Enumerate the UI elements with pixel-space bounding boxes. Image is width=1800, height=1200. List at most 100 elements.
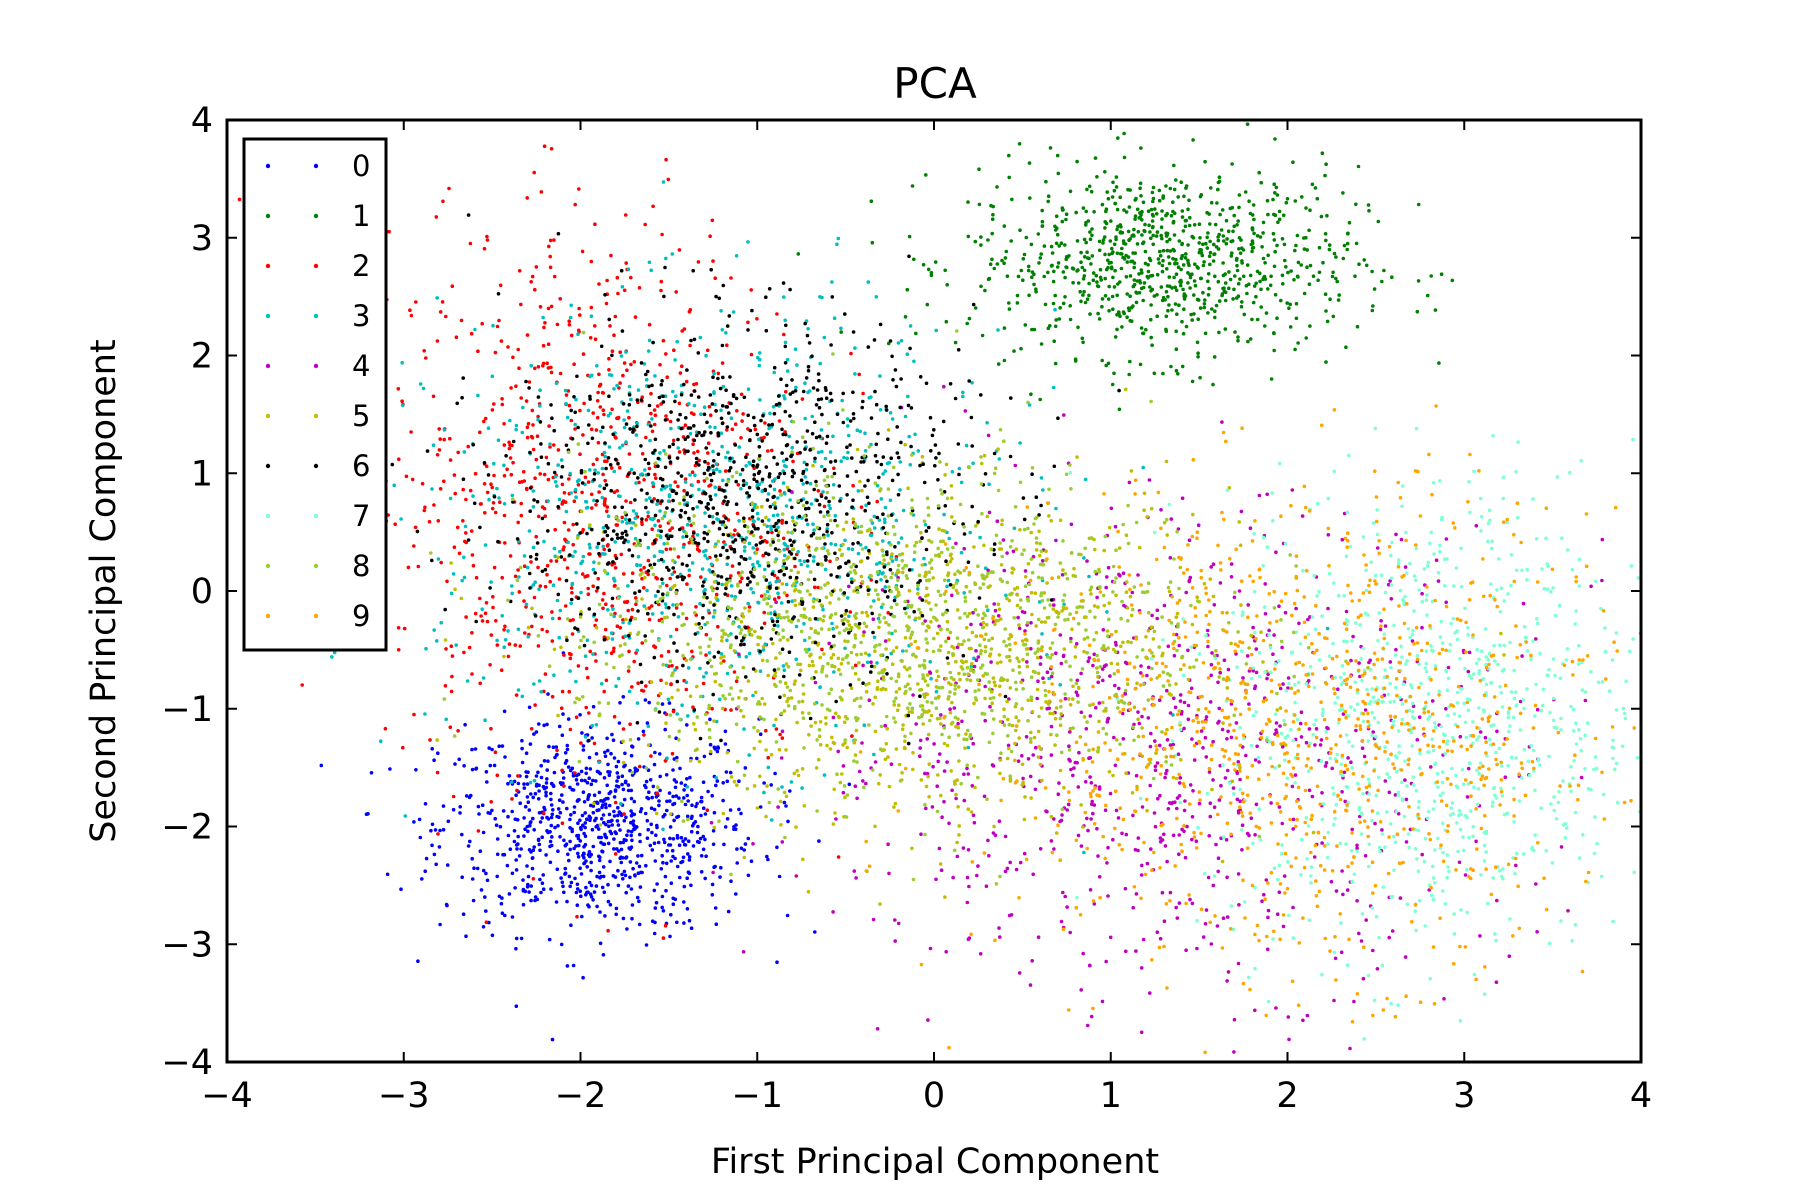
- scatter-point: [629, 796, 634, 801]
- scatter-point: [552, 238, 556, 242]
- scatter-point: [1174, 632, 1179, 637]
- scatter-point: [514, 693, 519, 697]
- scatter-point: [572, 846, 576, 851]
- scatter-point: [777, 419, 782, 423]
- scatter-point: [1152, 371, 1157, 376]
- scatter-point: [1090, 799, 1094, 804]
- scatter-point: [678, 875, 682, 880]
- scatter-point: [684, 379, 689, 384]
- scatter-point: [479, 614, 483, 618]
- scatter-point: [665, 756, 669, 760]
- scatter-point: [607, 356, 611, 361]
- scatter-point: [782, 295, 786, 299]
- scatter-point: [522, 786, 527, 790]
- scatter-point: [1124, 210, 1129, 214]
- scatter-point: [413, 525, 418, 530]
- scatter-point: [1266, 212, 1270, 217]
- scatter-point: [680, 703, 684, 707]
- scatter-point: [1083, 300, 1088, 305]
- scatter-point: [1265, 947, 1270, 952]
- scatter-point: [1002, 326, 1007, 330]
- scatter-point: [646, 827, 650, 832]
- scatter-point: [568, 315, 573, 320]
- scatter-point: [1197, 241, 1201, 245]
- scatter-point: [660, 905, 664, 910]
- scatter-point: [875, 562, 879, 566]
- scatter-point: [699, 854, 704, 858]
- scatter-point: [1117, 546, 1122, 550]
- scatter-point: [926, 1018, 930, 1022]
- scatter-point: [429, 828, 433, 833]
- scatter-point: [982, 637, 987, 642]
- scatter-point: [547, 424, 551, 428]
- scatter-point: [432, 852, 437, 857]
- scatter-point: [729, 416, 734, 421]
- scatter-point: [734, 679, 739, 683]
- scatter-point: [625, 409, 630, 413]
- scatter-point: [667, 701, 672, 705]
- scatter-point: [740, 576, 744, 580]
- scatter-point: [1221, 916, 1226, 920]
- scatter-point: [693, 463, 698, 468]
- scatter-point: [1151, 242, 1155, 247]
- scatter-point: [1166, 308, 1170, 313]
- scatter-point: [1071, 684, 1075, 689]
- scatter-point: [1171, 742, 1175, 747]
- scatter-point: [954, 659, 958, 664]
- scatter-point: [521, 887, 526, 892]
- scatter-point: [489, 633, 494, 637]
- scatter-point: [445, 863, 450, 867]
- scatter-point: [1336, 298, 1341, 302]
- scatter-point: [1155, 608, 1160, 613]
- scatter-point: [876, 597, 881, 602]
- scatter-point: [725, 343, 729, 348]
- scatter-point: [589, 492, 594, 497]
- scatter-point: [1315, 196, 1320, 201]
- scatter-point: [466, 444, 471, 449]
- scatter-point: [586, 853, 591, 857]
- scatter-point: [1495, 898, 1499, 903]
- scatter-point: [1094, 706, 1098, 710]
- scatter-point: [1215, 653, 1219, 658]
- scatter-point: [623, 213, 628, 217]
- scatter-point: [565, 566, 570, 570]
- scatter-point: [1178, 667, 1183, 672]
- scatter-point: [514, 868, 519, 872]
- scatter-point: [1404, 840, 1409, 844]
- scatter-point: [858, 429, 862, 434]
- scatter-point: [664, 681, 669, 686]
- scatter-point: [1219, 783, 1223, 788]
- scatter-point: [1299, 710, 1304, 714]
- scatter-point: [422, 508, 427, 513]
- scatter-point: [1347, 220, 1352, 225]
- scatter-point: [675, 864, 680, 869]
- scatter-point: [1046, 194, 1051, 198]
- scatter-point: [566, 389, 571, 393]
- scatter-point: [1356, 164, 1361, 169]
- scatter-point: [939, 793, 943, 798]
- scatter-point: [460, 875, 465, 879]
- scatter-point: [1299, 735, 1304, 739]
- scatter-point: [851, 483, 855, 488]
- scatter-point: [1354, 241, 1359, 246]
- scatter-point: [1340, 790, 1344, 794]
- scatter-point: [626, 884, 631, 888]
- scatter-point: [628, 847, 632, 851]
- scatter-point: [469, 529, 474, 533]
- scatter-point: [692, 451, 696, 455]
- scatter-point: [1144, 327, 1148, 332]
- scatter-point: [383, 726, 388, 731]
- scatter-point: [688, 694, 693, 698]
- scatter-point: [412, 820, 416, 824]
- scatter-point: [710, 893, 715, 897]
- scatter-point: [526, 800, 531, 804]
- scatter-point: [687, 858, 692, 862]
- scatter-point: [660, 232, 664, 237]
- scatter-point: [428, 738, 432, 742]
- scatter-point: [483, 543, 488, 547]
- scatter-point: [1141, 465, 1145, 470]
- scatter-point: [719, 652, 724, 656]
- scatter-point: [581, 433, 585, 437]
- scatter-point: [1193, 283, 1198, 288]
- scatter-point: [665, 375, 669, 380]
